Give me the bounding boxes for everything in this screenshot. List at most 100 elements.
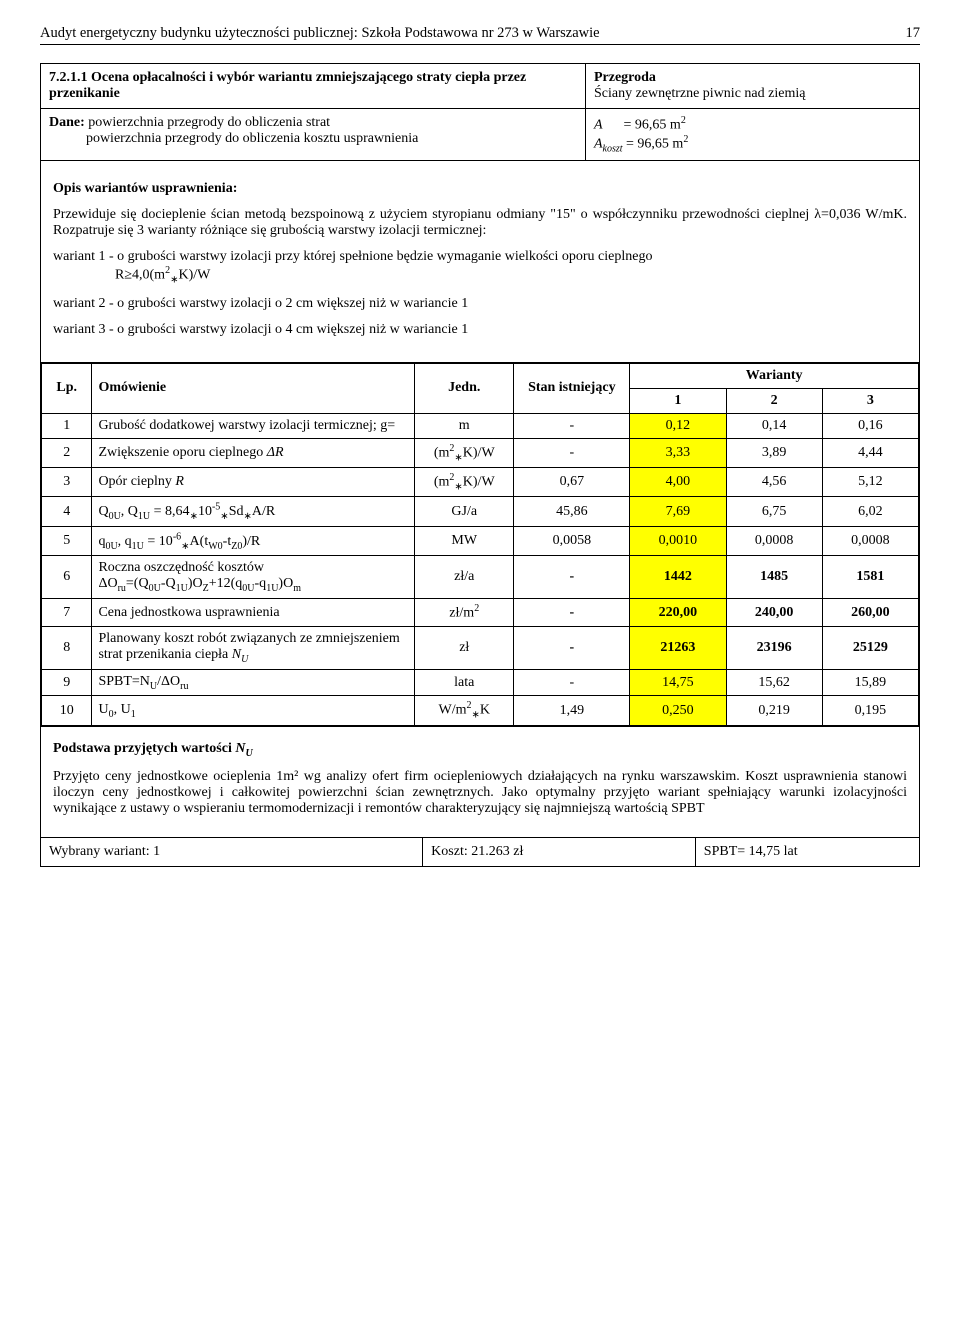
cell-desc: Zwiększenie oporu cieplnego ΔR (92, 438, 415, 467)
cell-v1: 0,0010 (630, 526, 726, 555)
cell-lp: 7 (42, 599, 92, 627)
A-label: A (594, 118, 603, 133)
cell-jedn: GJ/a (415, 497, 514, 526)
wariant-1b-tail: K)/W (178, 268, 210, 283)
cell-stan: 0,0058 (514, 526, 630, 555)
section-title: Ocena opłacalności i wybór wariantu zmni… (49, 70, 526, 101)
table-row: 10U0, U1W/m2∗K1,490,2500,2190,195 (42, 696, 919, 725)
th-stan: Stan istniejący (514, 363, 630, 413)
cell-stan: 45,86 (514, 497, 630, 526)
Akoszt-label: A (594, 136, 603, 151)
cell-jedn: (m2∗K)/W (415, 468, 514, 497)
dane-line1: powierzchnia przegrody do obliczenia str… (88, 115, 330, 130)
table-row: 1Grubość dodatkowej warstwy izolacji ter… (42, 413, 919, 438)
cell-lp: 4 (42, 497, 92, 526)
cell-v3: 0,195 (822, 696, 918, 725)
cell-jedn: lata (415, 669, 514, 696)
header-page: 17 (896, 25, 921, 42)
main-table: 7.2.1.1 Ocena opłacalności i wybór waria… (40, 63, 920, 867)
cell-lp: 9 (42, 669, 92, 696)
spbt: SPBT= 14,75 lat (695, 837, 919, 866)
cell-v3: 0,16 (822, 413, 918, 438)
data-table: Lp. Omówienie Jedn. Stan istniejący Wari… (41, 363, 919, 726)
przegroda-value: Ściany zewnętrzne piwnic nad ziemią (594, 86, 911, 102)
cell-stan: - (514, 626, 630, 669)
th-w2: 2 (726, 388, 822, 413)
cell-v2: 6,75 (726, 497, 822, 526)
koszt: Koszt: 21.263 zł (423, 837, 696, 866)
cell-v2: 0,14 (726, 413, 822, 438)
cell-lp: 10 (42, 696, 92, 725)
cell-stan: - (514, 438, 630, 467)
table-row: 2Zwiększenie oporu cieplnego ΔR(m2∗K)/W-… (42, 438, 919, 467)
cell-v1: 0,250 (630, 696, 726, 725)
cell-v3: 6,02 (822, 497, 918, 526)
footer-heading: Podstawa przyjętych wartości NU (53, 741, 907, 759)
cell-v1: 14,75 (630, 669, 726, 696)
A-m2: 2 (681, 115, 686, 126)
A-eq: = 96,65 m (624, 118, 681, 133)
th-warianty: Warianty (630, 363, 919, 388)
cell-v2: 15,62 (726, 669, 822, 696)
cell-v1: 0,12 (630, 413, 726, 438)
cell-lp: 1 (42, 413, 92, 438)
cell-desc: q0U, q1U = 10-6∗A(tW0-tZ0)/R (92, 526, 415, 555)
cell-jedn: W/m2∗K (415, 696, 514, 725)
cell-desc: U0, U1 (92, 696, 415, 725)
table-row: 9SPBT=NU/ΔOrulata-14,7515,6215,89 (42, 669, 919, 696)
cell-jedn: zł (415, 626, 514, 669)
cell-stan: - (514, 556, 630, 599)
cell-jedn: zł/a (415, 556, 514, 599)
table-row: 3Opór cieplny R(m2∗K)/W0,674,004,565,12 (42, 468, 919, 497)
footer-heading-nu: NU (235, 741, 252, 756)
cell-jedn: m (415, 413, 514, 438)
Akoszt-m2: 2 (683, 134, 688, 145)
cell-v1: 7,69 (630, 497, 726, 526)
opis-heading: Opis wariantów usprawnienia: (53, 181, 907, 197)
cell-desc: Planowany koszt robót związanych ze zmni… (92, 626, 415, 669)
Akoszt-eq: = 96,65 m (626, 136, 683, 151)
przegroda-label: Przegroda (594, 70, 911, 86)
Akoszt-row: Akoszt = 96,65 m2 (594, 134, 911, 154)
cell-v3: 4,44 (822, 438, 918, 467)
th-w3: 3 (822, 388, 918, 413)
cell-jedn: zł/m2 (415, 599, 514, 627)
section-number: 7.2.1.1 (49, 70, 88, 85)
cell-lp: 2 (42, 438, 92, 467)
cell-v3: 25129 (822, 626, 918, 669)
cell-lp: 6 (42, 556, 92, 599)
wariant-1b: R≥4,0(m (115, 268, 165, 283)
cell-lp: 8 (42, 626, 92, 669)
cell-v2: 4,56 (726, 468, 822, 497)
cell-desc: Q0U, Q1U = 8,64∗10-5∗Sd∗A/R (92, 497, 415, 526)
cell-v3: 0,0008 (822, 526, 918, 555)
th-jedn: Jedn. (415, 363, 514, 413)
cell-v3: 5,12 (822, 468, 918, 497)
cell-v1: 21263 (630, 626, 726, 669)
cell-v3: 260,00 (822, 599, 918, 627)
cell-v2: 240,00 (726, 599, 822, 627)
table-row: 5q0U, q1U = 10-6∗A(tW0-tZ0)/RMW0,00580,0… (42, 526, 919, 555)
th-lp: Lp. (42, 363, 92, 413)
footer-p1: Przyjęto ceny jednostkowe ocieplenia 1m²… (53, 769, 907, 817)
cell-stan: 1,49 (514, 696, 630, 725)
th-omowienie: Omówienie (92, 363, 415, 413)
cell-v2: 23196 (726, 626, 822, 669)
cell-v2: 3,89 (726, 438, 822, 467)
Akoszt-sub: koszt (603, 143, 623, 154)
cell-desc: Opór cieplny R (92, 468, 415, 497)
wariant-1b-wrap: R≥4,0(m2∗K)/W (53, 265, 907, 285)
cell-desc: Cena jednostkowa usprawnienia (92, 599, 415, 627)
cell-lp: 3 (42, 468, 92, 497)
footer-heading-text: Podstawa przyjętych wartości (53, 741, 235, 756)
cell-jedn: MW (415, 526, 514, 555)
cell-stan: 0,67 (514, 468, 630, 497)
cell-v1: 3,33 (630, 438, 726, 467)
cell-v2: 0,0008 (726, 526, 822, 555)
table-row: 8Planowany koszt robót związanych ze zmn… (42, 626, 919, 669)
th-w1: 1 (630, 388, 726, 413)
cell-v1: 220,00 (630, 599, 726, 627)
dane-label: Dane: (49, 115, 85, 130)
cell-desc: Grubość dodatkowej warstwy izolacji term… (92, 413, 415, 438)
cell-stan: - (514, 599, 630, 627)
